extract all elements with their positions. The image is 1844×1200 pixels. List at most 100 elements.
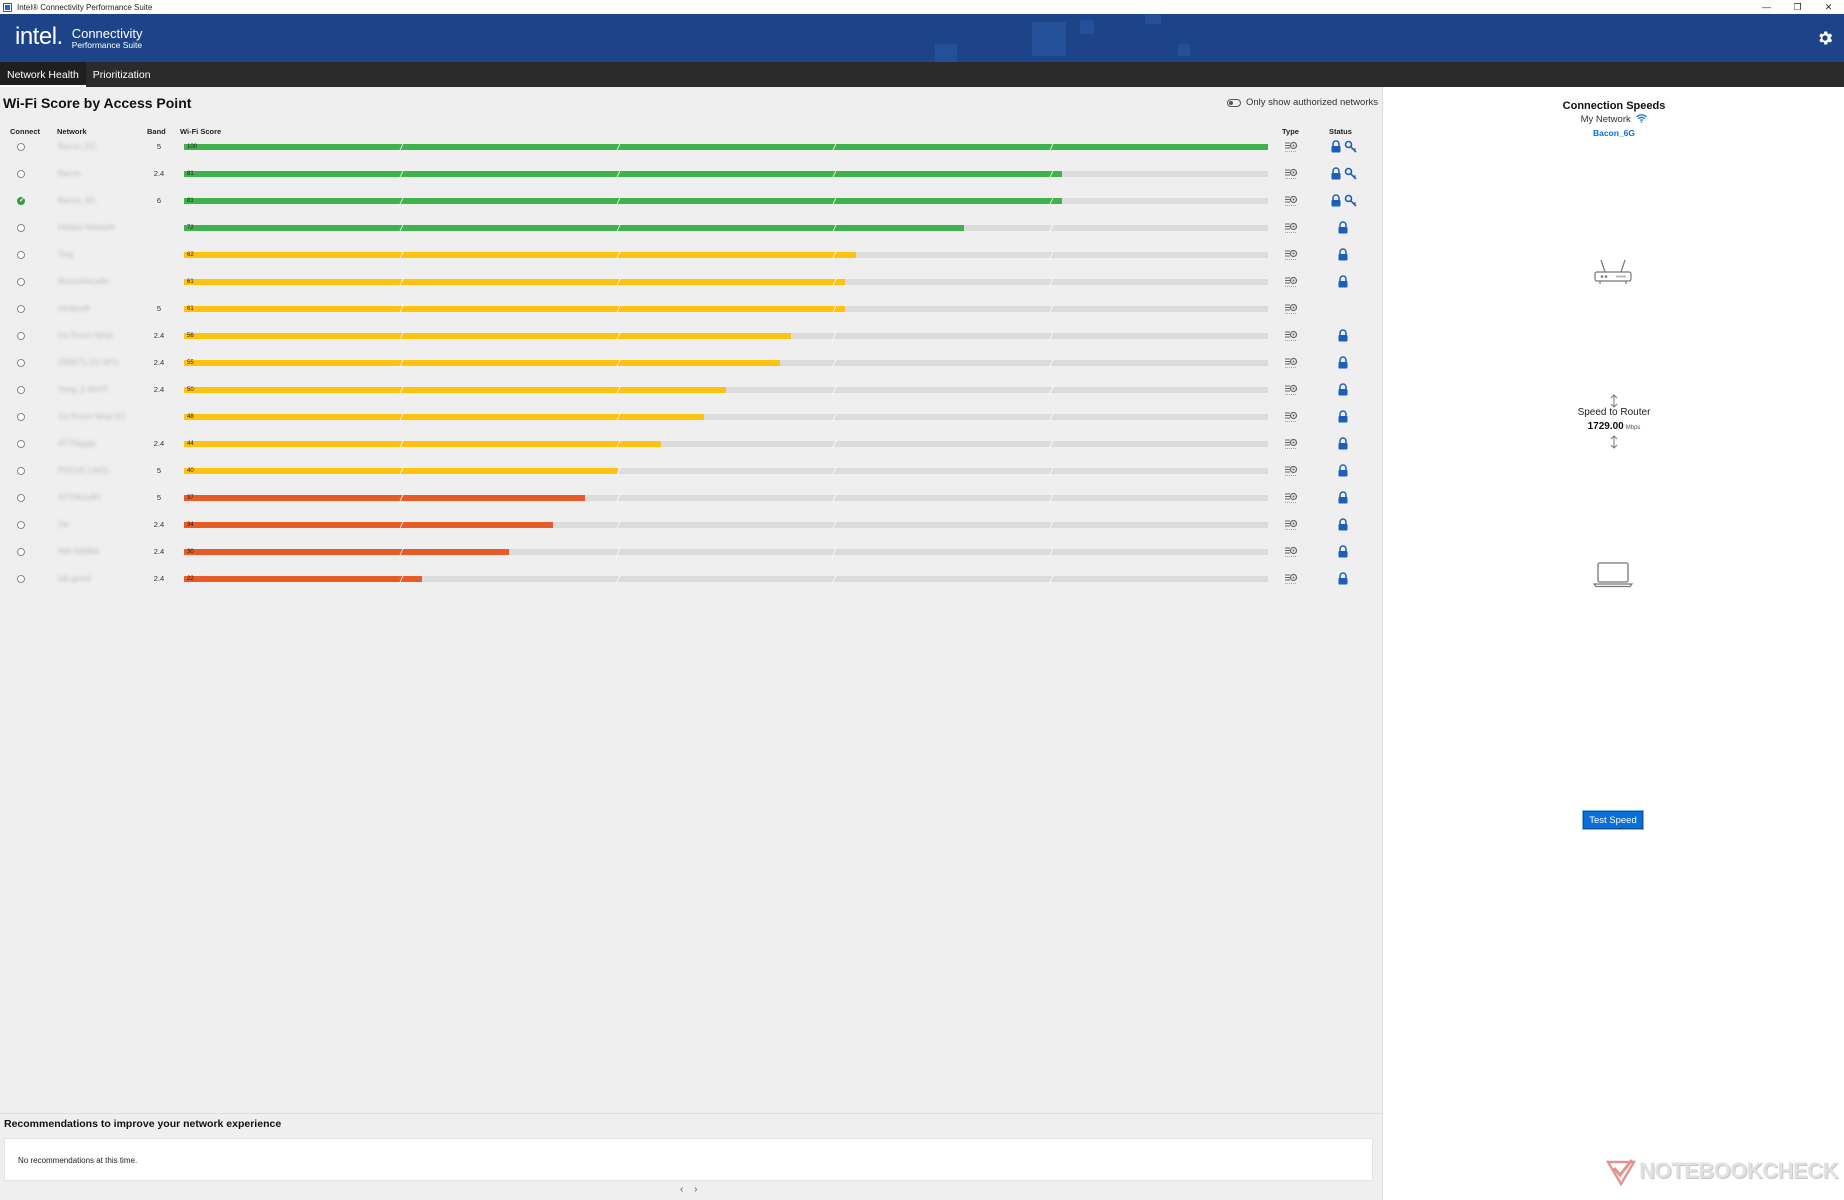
score-bar-tick (1049, 332, 1055, 340)
lock-icon (1338, 248, 1348, 261)
header-decoration (1178, 44, 1190, 56)
recommendations-pager[interactable]: ‹ › (680, 1184, 702, 1195)
minimize-button[interactable]: — (1762, 2, 1771, 12)
table-row[interactable]: NW-WBBM 2.4 30 (0, 538, 1383, 565)
lock-icon (1338, 545, 1348, 558)
table-row[interactable]: ATTNqgqx 2.4 44 (0, 430, 1383, 457)
score-bar-ticks (184, 413, 1268, 421)
connect-radio[interactable] (17, 386, 25, 394)
recommendations-title: Recommendations to improve your network … (4, 1118, 282, 1130)
connect-radio[interactable] (17, 170, 25, 178)
connect-radio[interactable] (17, 251, 25, 259)
table-row[interactable]: MovesNeuelle 61 (0, 268, 1383, 295)
score-value: 48 (187, 414, 194, 420)
connect-radio[interactable] (17, 196, 25, 205)
access-point-type-icon (1285, 222, 1298, 233)
score-bar-tick (615, 467, 621, 475)
close-button[interactable]: ✕ (1824, 1, 1833, 12)
connect-radio[interactable] (17, 332, 25, 340)
network-band: 2.4 (153, 547, 165, 556)
test-speed-button[interactable]: Test Speed (1583, 811, 1643, 829)
table-row[interactable]: Bacon 2.4 81 (0, 160, 1383, 187)
access-point-type-icon (1285, 195, 1298, 206)
connect-radio[interactable] (17, 494, 25, 502)
network-band: 2.4 (153, 574, 165, 583)
table-row[interactable]: Bacon_6G 6 81 (0, 187, 1383, 214)
score-bar-tick (832, 197, 838, 205)
connect-radio[interactable] (17, 413, 25, 421)
score-bar-track: 34 (184, 521, 1268, 529)
score-bar-fill (184, 225, 965, 231)
table-row[interactable]: ORBI71-2G-WYL 2.4 55 (0, 349, 1383, 376)
column-header-status: Status (1329, 127, 1352, 136)
connect-radio[interactable] (17, 467, 25, 475)
column-header-network: Network (57, 127, 87, 136)
connect-radio[interactable] (17, 548, 25, 556)
score-bar-fill (184, 171, 1063, 177)
maximize-button[interactable]: ❐ (1793, 1, 1802, 12)
tab-prioritization[interactable]: Prioritization (92, 68, 151, 81)
connect-radio[interactable] (17, 521, 25, 529)
score-bar-track: 40 (184, 467, 1268, 475)
network-name: ATTNkzy6H (58, 493, 101, 502)
access-point-type-icon (1285, 438, 1298, 449)
score-bar-track: 61 (184, 278, 1268, 286)
router-icon (1594, 259, 1632, 284)
score-bar-tick (832, 170, 838, 178)
table-row[interactable]: Go Room Ninja 5G 48 (0, 403, 1383, 430)
table-row[interactable]: xfinitywifi 5 61 (0, 295, 1383, 322)
connect-radio[interactable] (17, 359, 25, 367)
column-header-type: Type (1282, 127, 1299, 136)
table-row[interactable]: lab-guest 2.4 22 (0, 565, 1383, 592)
table-row[interactable]: PHOVE-LWDL 5 40 (0, 457, 1383, 484)
connect-radio[interactable] (17, 575, 25, 583)
lock-icon (1338, 356, 1348, 369)
recommendations-box: No recommendations at this time. (4, 1138, 1373, 1181)
score-value: 37 (187, 495, 194, 501)
divider (0, 1113, 1383, 1114)
score-bar-tick (832, 359, 838, 367)
column-header-band: Band (147, 127, 166, 136)
connection-speeds-title: Connection Speeds (1562, 100, 1666, 112)
table-row[interactable]: Go Room Ninja 2.4 56 (0, 322, 1383, 349)
table-row[interactable]: Yang_2.4GHT 2.4 50 (0, 376, 1383, 403)
score-bar-track: 72 (184, 224, 1268, 232)
table-row[interactable]: Bacon_5G 5 100 (0, 133, 1383, 160)
access-point-type-icon (1285, 141, 1298, 152)
connect-radio[interactable] (17, 143, 25, 151)
table-row[interactable]: 2ki 2.4 34 (0, 511, 1383, 538)
toggle-label: Only show authorized networks (1245, 97, 1378, 108)
score-bar-ticks (184, 332, 1268, 340)
connect-radio[interactable] (17, 305, 25, 313)
score-bar-tick (398, 521, 404, 529)
score-bar-tick (1049, 575, 1055, 583)
score-value: 40 (187, 468, 194, 474)
connect-radio[interactable] (17, 224, 25, 232)
score-bar-tick (398, 332, 404, 340)
header-decoration (1145, 14, 1161, 24)
score-value: 81 (187, 171, 194, 177)
tab-network-health[interactable]: Network Health (0, 62, 86, 87)
access-point-type-icon (1285, 249, 1298, 260)
score-bar-tick (398, 575, 404, 583)
network-band: 5 (156, 142, 162, 151)
connect-radio[interactable] (17, 278, 25, 286)
table-row[interactable]: Hidden Network 72 (0, 214, 1383, 241)
header-decoration (935, 44, 957, 62)
score-bar-tick (1049, 413, 1055, 421)
score-bar-fill (184, 144, 1268, 150)
network-name: NW-WBBM (58, 547, 99, 556)
column-header-score: Wi-Fi Score (180, 127, 222, 136)
gear-icon[interactable] (1816, 29, 1834, 47)
authorized-networks-toggle[interactable]: Only show authorized networks (1226, 97, 1378, 108)
connect-radio[interactable] (17, 440, 25, 448)
speed-value: 1729.00 (1587, 421, 1624, 432)
access-point-type-icon (1285, 330, 1298, 341)
table-row[interactable]: ATTNkzy6H 5 37 (0, 484, 1383, 511)
access-point-type-icon (1285, 384, 1298, 395)
network-band: 2.4 (153, 169, 165, 178)
toggle-switch[interactable] (1226, 98, 1241, 107)
score-value: 81 (187, 198, 194, 204)
table-row[interactable]: Ting 62 (0, 241, 1383, 268)
score-bar-ticks (184, 305, 1268, 313)
